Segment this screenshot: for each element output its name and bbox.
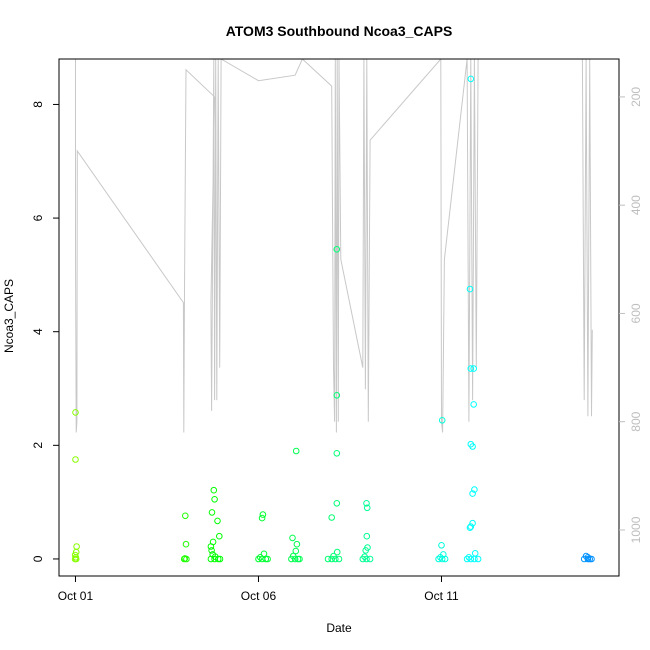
x-axis: Oct 01 Oct 06 Oct 11 — [58, 576, 459, 603]
data-point — [180, 555, 188, 563]
data-point — [470, 401, 478, 408]
data-point — [441, 555, 449, 563]
data-point — [466, 524, 474, 532]
data-point — [208, 547, 215, 554]
data-point — [182, 540, 190, 548]
data-point — [363, 504, 371, 512]
right-tick-label: 200 — [629, 87, 643, 107]
data-point — [73, 543, 80, 550]
data-point — [471, 550, 479, 557]
gray-series-line — [75, 59, 593, 433]
x-tick-label: Oct 11 — [424, 589, 459, 603]
right-tick-label: 800 — [629, 411, 643, 431]
data-point — [467, 523, 475, 530]
data-point — [208, 509, 216, 516]
data-point — [216, 555, 224, 563]
data-point — [469, 443, 476, 450]
data-point — [216, 532, 223, 540]
y-axis: 0 2 4 6 8 — [31, 101, 59, 562]
data-point — [588, 555, 595, 563]
data-point — [467, 75, 475, 83]
x-tick-label: Oct 01 — [58, 589, 94, 603]
data-point — [363, 500, 370, 507]
data-point — [259, 511, 267, 518]
data-point — [207, 543, 215, 550]
data-point — [293, 540, 301, 548]
y-tick-label: 2 — [31, 442, 45, 449]
data-point — [258, 514, 266, 522]
data-point — [363, 532, 371, 540]
data-point — [264, 555, 271, 563]
data-point — [333, 246, 341, 253]
data-point — [466, 285, 474, 293]
data-point — [438, 417, 446, 424]
data-point — [210, 486, 218, 494]
data-point — [333, 450, 341, 457]
point-series — [71, 75, 595, 563]
data-point — [296, 555, 303, 563]
data-point — [438, 555, 446, 563]
data-point — [182, 512, 189, 520]
x-axis-label: Date — [326, 621, 352, 635]
data-point — [207, 555, 215, 563]
gray-line-series — [75, 59, 593, 433]
y-tick-label: 8 — [31, 101, 45, 108]
data-point — [214, 555, 222, 563]
data-point — [333, 548, 341, 556]
data-point — [463, 555, 471, 563]
data-point — [586, 555, 594, 563]
data-point — [332, 555, 339, 563]
data-point — [469, 490, 476, 497]
data-point — [211, 496, 218, 503]
chart-title: ATOM3 Southbound Ncoa3_CAPS — [226, 23, 453, 39]
data-point — [72, 409, 79, 416]
data-point — [333, 392, 341, 399]
data-point — [214, 517, 221, 525]
data-point — [362, 547, 370, 554]
right-tick-label: 600 — [629, 303, 643, 323]
data-point — [289, 534, 296, 542]
data-point — [72, 456, 79, 463]
y-axis-label: Ncoa3_CAPS — [2, 279, 16, 353]
right-axis: 200 400 600 800 1000 — [619, 87, 643, 543]
y-tick-label: 6 — [31, 214, 45, 221]
data-point — [435, 555, 442, 563]
data-point — [474, 555, 482, 563]
data-point — [262, 555, 270, 563]
data-point — [288, 555, 295, 563]
data-point — [291, 555, 299, 563]
data-point — [359, 555, 367, 563]
y-tick-label: 0 — [31, 555, 45, 562]
data-point — [292, 547, 300, 555]
data-point — [584, 555, 592, 563]
data-point — [470, 365, 478, 372]
right-tick-label: 400 — [629, 195, 643, 215]
plot-frame — [58, 58, 620, 577]
y-tick-label: 4 — [31, 328, 45, 335]
data-point — [366, 555, 374, 563]
data-point — [328, 514, 336, 521]
data-point — [333, 500, 341, 507]
data-point — [335, 555, 343, 563]
data-point — [471, 486, 478, 493]
data-point — [467, 365, 475, 372]
data-point — [438, 542, 445, 549]
x-tick-label: Oct 06 — [241, 589, 277, 603]
data-point — [328, 555, 336, 563]
right-tick-label: 1000 — [629, 516, 643, 543]
data-point — [183, 555, 190, 563]
data-point — [471, 555, 478, 563]
data-point — [71, 555, 79, 563]
data-point — [363, 555, 370, 563]
data-point — [467, 555, 475, 563]
data-point — [324, 555, 332, 563]
data-point — [255, 555, 262, 563]
data-point — [292, 447, 300, 455]
